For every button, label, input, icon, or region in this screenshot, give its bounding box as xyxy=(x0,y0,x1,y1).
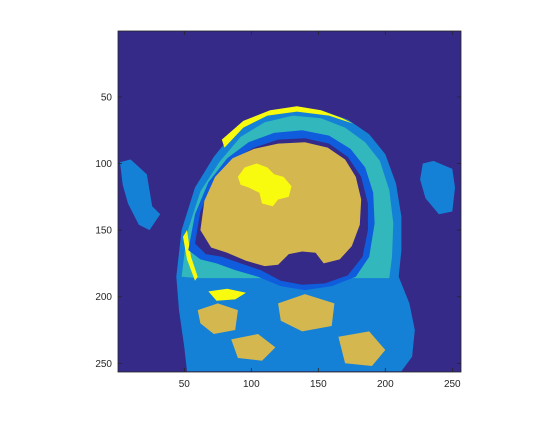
region-bright-blob xyxy=(237,163,292,207)
x-tick-label: 150 xyxy=(310,379,327,390)
x-tick-label: 200 xyxy=(377,379,394,390)
y-tick-label: 50 xyxy=(101,92,113,103)
y-tick-label: 100 xyxy=(95,159,112,170)
region-bright-band-lower xyxy=(208,288,246,301)
y-tick-label: 150 xyxy=(95,226,112,237)
plot-frame xyxy=(117,30,462,373)
region-lower-blob-3 xyxy=(338,331,386,366)
x-tick-label: 250 xyxy=(444,379,461,390)
region-left-speckle xyxy=(120,159,161,231)
region-right-speckle xyxy=(420,160,455,215)
y-tick-label: 200 xyxy=(95,292,112,303)
x-tick-label: 100 xyxy=(243,379,260,390)
y-tick-label: 250 xyxy=(95,359,112,370)
region-lower-blob-2 xyxy=(278,294,335,332)
region-lower-blob-1 xyxy=(197,303,238,334)
region-bright-band-left xyxy=(183,230,198,281)
image-area xyxy=(118,31,461,372)
axes: 50 100 150 200 250 50 100 150 200 250 xyxy=(95,31,461,390)
x-tick-label: 50 xyxy=(179,379,191,390)
region-bright-band-top xyxy=(221,106,354,148)
region-lower-blob-4 xyxy=(231,334,276,361)
